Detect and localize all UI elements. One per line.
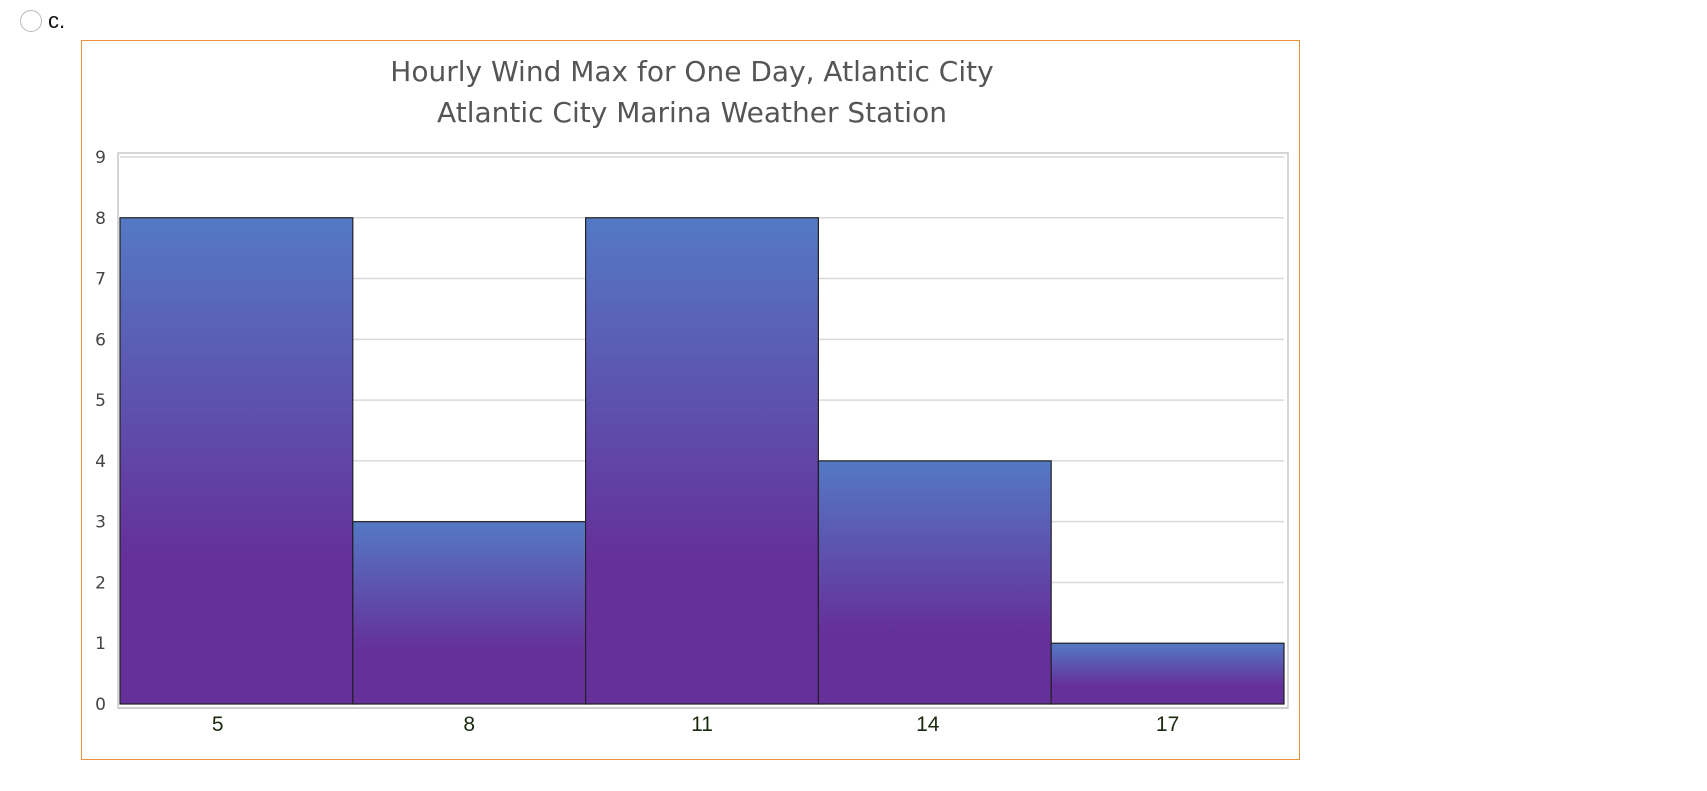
x-tick-label: 14 bbox=[916, 713, 940, 736]
y-tick-label: 3 bbox=[95, 513, 106, 533]
axes bbox=[117, 152, 1289, 709]
bars bbox=[119, 217, 1285, 705]
y-tick-label: 6 bbox=[95, 330, 106, 350]
option-label: c. bbox=[48, 8, 66, 33]
bar-11 bbox=[585, 217, 820, 705]
chart-frame: Hourly Wind Max for One Day, Atlantic Ci… bbox=[81, 40, 1300, 760]
bar-17 bbox=[1050, 642, 1285, 705]
y-tick-label: 8 bbox=[95, 209, 106, 229]
y-tick-label: 9 bbox=[95, 148, 106, 168]
bar-5 bbox=[119, 217, 354, 705]
chart-title: Hourly Wind Max for One Day, Atlantic Ci… bbox=[390, 55, 993, 88]
x-axis-tick-labels: 5 8 11 14 17 bbox=[212, 713, 1179, 736]
y-axis-tick-labels: 0 1 2 3 4 5 6 7 8 9 bbox=[95, 148, 106, 715]
bar-8 bbox=[352, 521, 587, 705]
histogram-chart: Hourly Wind Max for One Day, Atlantic Ci… bbox=[95, 55, 1289, 736]
answer-option-c[interactable]: c. bbox=[20, 8, 65, 34]
y-tick-label: 7 bbox=[95, 270, 106, 290]
radio-button[interactable] bbox=[20, 10, 42, 32]
x-tick-label: 11 bbox=[691, 713, 713, 736]
y-tick-label: 2 bbox=[95, 573, 106, 593]
x-tick-label: 8 bbox=[463, 713, 475, 736]
y-tick-label: 0 bbox=[95, 695, 106, 715]
chart-subtitle: Atlantic City Marina Weather Station bbox=[437, 96, 947, 129]
x-tick-label: 17 bbox=[1156, 713, 1179, 736]
y-tick-label: 5 bbox=[95, 391, 106, 411]
x-tick-label: 5 bbox=[212, 713, 224, 736]
bar-14 bbox=[817, 460, 1052, 705]
y-tick-label: 4 bbox=[95, 452, 106, 472]
y-tick-label: 1 bbox=[95, 634, 106, 654]
